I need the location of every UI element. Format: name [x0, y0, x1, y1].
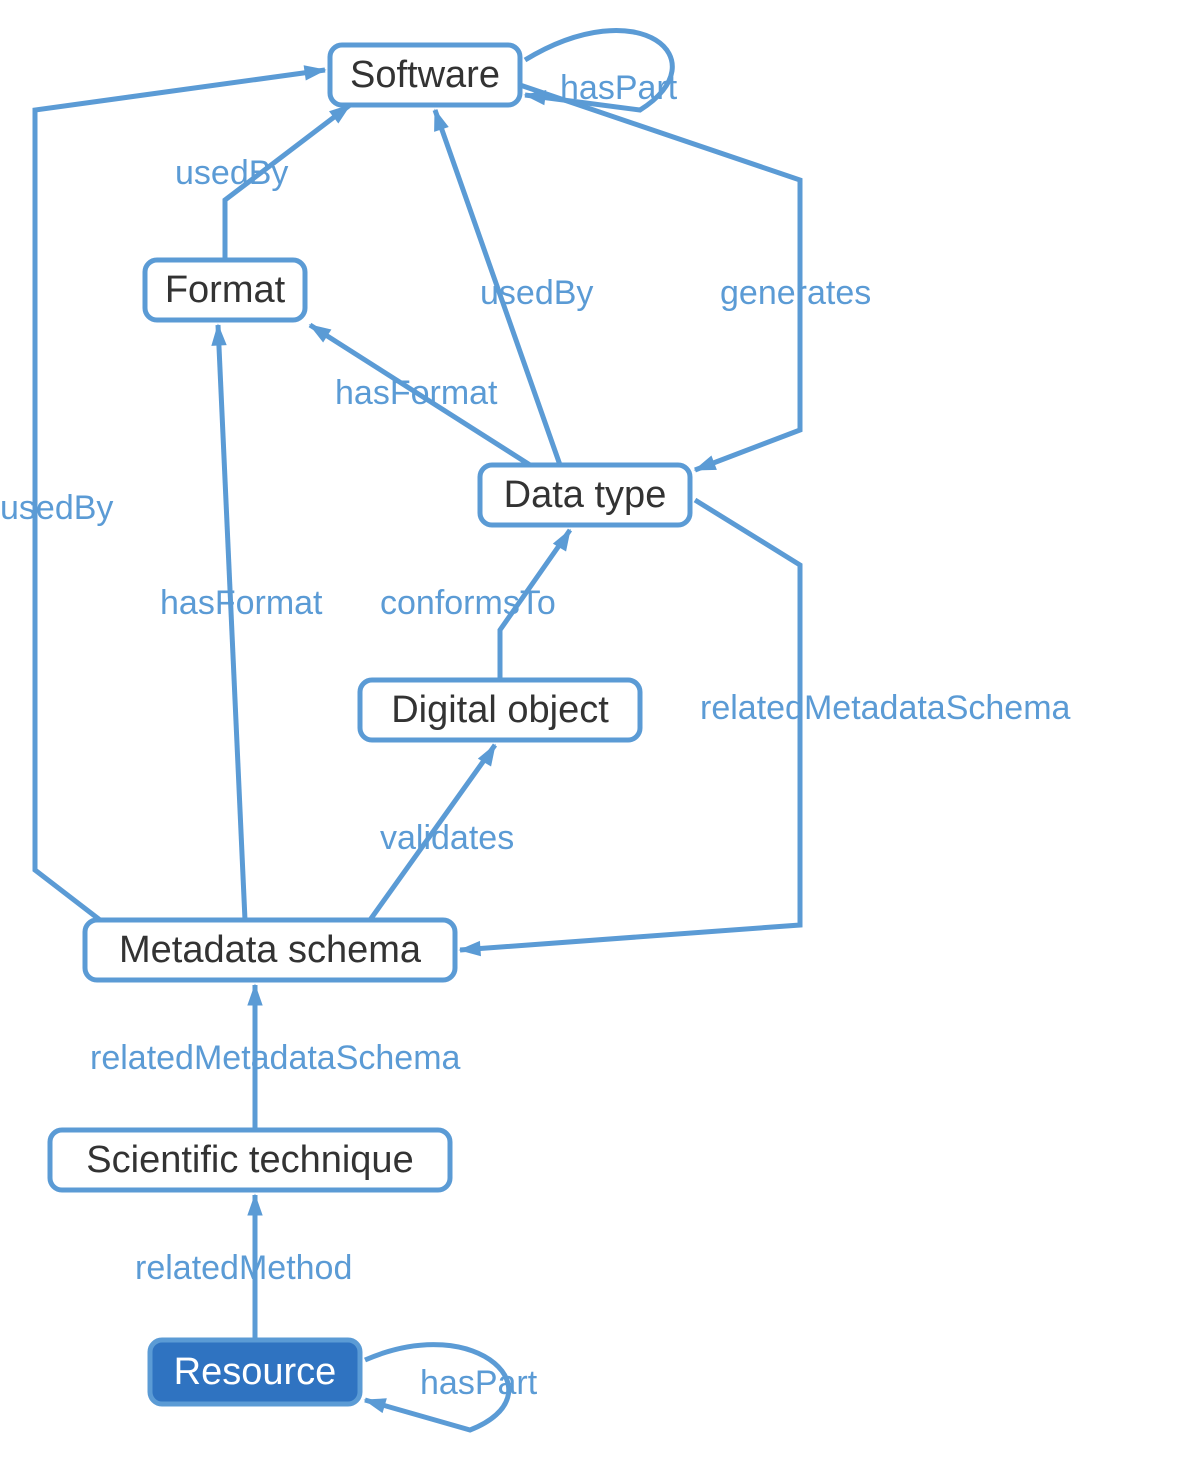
edge-label-resource-relatedmethod-scitech: relatedMethod: [135, 1249, 352, 1287]
self-loop-resource-haspart: hasPart: [365, 1345, 538, 1430]
edge-datatype-hasformat-format: hasFormat: [310, 325, 530, 465]
edge-label-scitech-relatedmetadataschema-metaschema: relatedMetadataSchema: [90, 1039, 461, 1077]
node-format: Format: [145, 260, 305, 320]
node-label-software: Software: [350, 54, 500, 96]
node-label-digitalobj: Digital object: [391, 689, 609, 731]
node-software: Software: [330, 45, 520, 105]
edge-metaschema-validates-digitalobj: validates: [370, 745, 514, 920]
edge-digitalobj-conformsto-datatype: conformsTo: [380, 530, 570, 680]
node-label-format: Format: [165, 269, 286, 311]
node-datatype: Data type: [480, 465, 690, 525]
edge-metaschema-hasformat-format: hasFormat: [160, 325, 323, 920]
edge-label-datatype-usedby-software: usedBy: [480, 274, 593, 312]
edge-label-datatype-relatedmetadataschema-metaschema: relatedMetadataSchema: [700, 689, 1071, 727]
self-loop-label-resource-haspart: hasPart: [420, 1364, 538, 1402]
edge-scitech-relatedmetadataschema-metaschema: relatedMetadataSchema: [90, 985, 461, 1130]
edge-format-usedby-software: usedBy: [175, 105, 350, 260]
node-label-scitech: Scientific technique: [86, 1139, 413, 1181]
edge-label-metaschema-validates-digitalobj: validates: [380, 819, 514, 857]
node-label-datatype: Data type: [504, 474, 667, 516]
node-label-resource: Resource: [174, 1351, 337, 1393]
self-loop-label-software-haspart: hasPart: [560, 69, 678, 107]
edge-label-metaschema-usedby-software: usedBy: [0, 489, 113, 527]
node-metaschema: Metadata schema: [85, 920, 455, 980]
self-loop-software-haspart: hasPart: [525, 30, 678, 110]
edge-resource-relatedmethod-scitech: relatedMethod: [135, 1195, 352, 1340]
edge-label-datatype-hasformat-format: hasFormat: [335, 374, 498, 412]
edge-label-metaschema-hasformat-format: hasFormat: [160, 584, 323, 622]
edge-label-digitalobj-conformsto-datatype: conformsTo: [380, 584, 556, 622]
edge-label-format-usedby-software: usedBy: [175, 154, 288, 192]
ontology-diagram: usedBy hasFormat usedBy generates conformsTo…: [0, 0, 1200, 1478]
edge-metaschema-usedby-software: usedBy: [0, 66, 325, 920]
node-label-metaschema: Metadata schema: [119, 929, 422, 971]
node-digitalobj: Digital object: [360, 680, 640, 740]
node-scitech: Scientific technique: [50, 1130, 450, 1190]
edge-label-software-generates-datatype: generates: [720, 274, 871, 312]
node-resource: Resource: [150, 1340, 360, 1404]
